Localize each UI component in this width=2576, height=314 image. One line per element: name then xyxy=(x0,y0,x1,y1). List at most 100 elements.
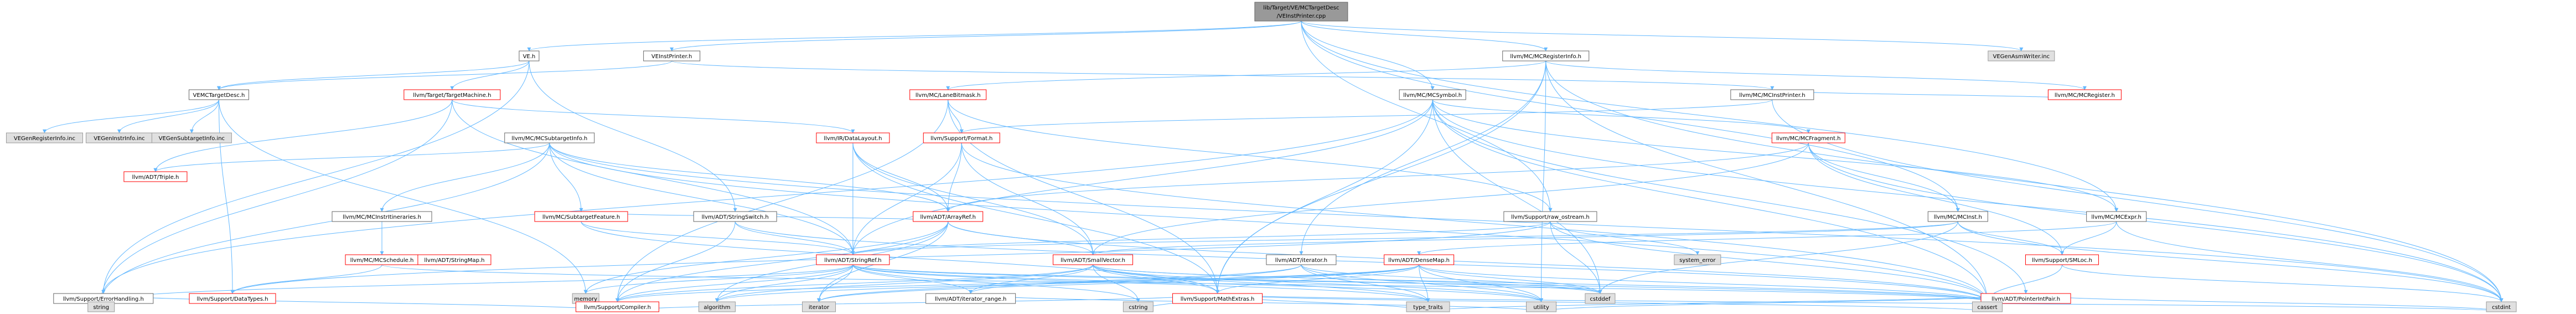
node-pointerintpair[interactable]: llvm/ADT/PointerIntPair.h xyxy=(1980,293,2071,304)
edge-densemap-to-mathextras xyxy=(1215,264,1420,294)
edge-errorhandling-to-compiler xyxy=(103,293,619,312)
edge-mcsubtargetinfo-to-arrayref xyxy=(549,142,950,212)
node-iterator_h[interactable]: llvm/ADT/iterator.h xyxy=(1266,254,1337,265)
node-label-string: string xyxy=(93,305,109,311)
node-smloc[interactable]: llvm/Support/SMLoc.h xyxy=(2025,254,2099,265)
node-box-triple xyxy=(123,171,188,182)
node-format[interactable]: llvm/Support/Format.h xyxy=(923,132,1000,143)
node-label-mcinstprinter: llvm/MC/MCInstPrinter.h xyxy=(1739,92,1805,99)
node-mcschedule[interactable]: llvm/MC/MCSchedule.h xyxy=(345,254,419,265)
node-triple[interactable]: llvm/ADT/Triple.h xyxy=(123,171,188,182)
node-compiler[interactable]: llvm/Support/Compiler.h xyxy=(575,301,659,312)
node-stringmap[interactable]: llvm/ADT/StringMap.h xyxy=(417,254,492,265)
node-mcregisterinfo[interactable]: llvm/MC/MCRegisterInfo.h xyxy=(1502,50,1590,61)
node-datatypes[interactable]: llvm/Support/DataTypes.h xyxy=(189,293,276,304)
edge-datalayout-to-arrayref xyxy=(852,142,950,212)
node-box-iterator xyxy=(802,301,836,312)
node-label-pointerintpair: llvm/ADT/PointerIntPair.h xyxy=(1992,296,2060,302)
edge-mcsubtargetfeature-to-stringref xyxy=(581,221,855,255)
node-label-mcsubtargetfeature: llvm/MC/SubtargetFeature.h xyxy=(542,214,620,220)
node-stringswitch[interactable]: llvm/ADT/StringSwitch.h xyxy=(693,211,777,222)
edge-smallvector-to-iterator_range xyxy=(969,264,1094,294)
edge-arrayref-to-compiler xyxy=(615,221,949,302)
node-raw_ostream[interactable]: llvm/Support/raw_ostream.h xyxy=(1503,211,1597,222)
edge-mcfragment-to-smallvector xyxy=(1091,142,1809,255)
node-label-smloc: llvm/Support/SMLoc.h xyxy=(2032,258,2092,264)
edge-vemctargetdesc-to-vegenreginfo xyxy=(43,99,219,133)
node-label-ve_h: VE.h xyxy=(523,54,536,60)
edge-mcfragment-to-mcinst xyxy=(1808,142,1960,212)
edge-mcinstprinter-to-cstdint xyxy=(1772,99,2503,302)
node-densemap[interactable]: llvm/ADT/DenseMap.h xyxy=(1384,254,1455,265)
edge-mcregisterinfo-to-cstdint xyxy=(1545,60,2503,302)
node-datalayout[interactable]: llvm/IR/DataLayout.h xyxy=(816,132,890,143)
node-label-stringmap: llvm/ADT/StringMap.h xyxy=(424,258,484,264)
node-box-cstdint xyxy=(2486,301,2517,312)
node-veinstprinter_h[interactable]: VEInstPrinter.h xyxy=(643,50,701,61)
edge-mcsymbol-to-mcfragment xyxy=(1432,99,1811,133)
node-mathextras[interactable]: llvm/Support/MathExtras.h xyxy=(1172,293,1263,304)
edge-mcregisterinfo-to-utility xyxy=(1539,60,1546,302)
node-iterator_range[interactable]: llvm/ADT/iterator_range.h xyxy=(925,293,1016,304)
edge-mcinst-to-smloc xyxy=(1957,221,2064,255)
edge-smloc-to-cstdint xyxy=(2061,264,2503,302)
edge-format-to-smallvector xyxy=(961,142,1095,255)
edge-smallvector-to-type_traits xyxy=(1093,264,1430,302)
edge-mcexpr-to-smloc xyxy=(2060,221,2117,255)
node-mcinstrit[interactable]: llvm/MC/MCInstrItineraries.h xyxy=(332,211,432,222)
node-box-root xyxy=(1254,2,1348,22)
node-mcinstprinter[interactable]: llvm/MC/MCInstPrinter.h xyxy=(1730,89,1814,100)
node-mcsubtargetfeature[interactable]: llvm/MC/SubtargetFeature.h xyxy=(534,211,628,222)
node-label-vegenreginfo: VEGenRegisterInfo.inc xyxy=(14,136,75,142)
node-box-veinstprinter_h xyxy=(643,50,701,61)
node-box-datalayout xyxy=(816,132,890,143)
node-vemctargetdesc[interactable]: VEMCTargetDesc.h xyxy=(188,89,249,100)
node-lanebitmask[interactable]: llvm/MC/LaneBitmask.h xyxy=(909,89,987,100)
edge-mcsubtargetinfo-to-triple xyxy=(153,142,550,172)
edge-root-to-mcsymbol xyxy=(1301,20,1435,90)
node-label-mcregisterinfo: llvm/MC/MCRegisterInfo.h xyxy=(1510,54,1581,60)
edge-root-to-vegenasmwriter xyxy=(1301,20,2024,52)
node-mcfragment[interactable]: llvm/MC/MCFragment.h xyxy=(1771,132,1845,143)
node-ve_h[interactable]: VE.h xyxy=(519,50,540,61)
edge-stringswitch-to-compiler xyxy=(615,221,736,302)
edge-stringref-to-memory xyxy=(583,264,854,294)
node-stringref[interactable]: llvm/ADT/StringRef.h xyxy=(816,254,890,265)
node-iterator: iterator xyxy=(802,301,836,312)
node-label-cstring: cstring xyxy=(1129,305,1147,311)
node-mcexpr[interactable]: llvm/MC/MCExpr.h xyxy=(2086,211,2147,222)
node-box-mcsubtargetinfo xyxy=(504,132,595,143)
edge-arrayref-to-cassert xyxy=(948,221,1989,302)
node-label-errorhandling: llvm/Support/ErrorHandling.h xyxy=(63,296,144,302)
node-label-vegeninstrinfo: VEGenInstrInfo.inc xyxy=(94,136,144,142)
node-mcsubtargetinfo[interactable]: llvm/MC/MCSubtargetInfo.h xyxy=(504,132,595,143)
edge-mcsubtargetinfo-to-cstdint xyxy=(549,142,2503,302)
node-arrayref[interactable]: llvm/ADT/ArrayRef.h xyxy=(913,211,984,222)
node-mcinst[interactable]: llvm/MC/MCInst.h xyxy=(1927,211,1988,222)
node-label-mcschedule: llvm/MC/MCSchedule.h xyxy=(350,258,414,264)
node-box-mcexpr xyxy=(2086,211,2147,222)
node-box-mcinstrit xyxy=(332,211,432,222)
node-smallvector[interactable]: llvm/ADT/SmallVector.h xyxy=(1053,254,1134,265)
edge-stringref-to-cstring xyxy=(852,264,1140,302)
node-mcsymbol[interactable]: llvm/MC/MCSymbol.h xyxy=(1399,89,1466,100)
node-targetmachine[interactable]: llvm/Target/TargetMachine.h xyxy=(404,89,501,100)
edge-stringswitch-to-cassert xyxy=(734,221,1989,302)
edge-ve_h-to-errorhandling xyxy=(101,60,530,294)
node-box-cassert xyxy=(1972,301,2003,312)
node-label-datatypes: llvm/Support/DataTypes.h xyxy=(196,296,268,302)
node-label-lanebitmask: llvm/MC/LaneBitmask.h xyxy=(915,92,981,99)
node-label-mcsubtargetinfo: llvm/MC/MCSubtargetInfo.h xyxy=(511,136,587,142)
edge-densemap-to-type_traits xyxy=(1419,264,1430,302)
edge-format-to-cassert xyxy=(961,142,1989,302)
node-box-stringmap xyxy=(417,254,492,265)
node-string: string xyxy=(87,301,115,312)
edge-root-to-mcexpr xyxy=(1301,20,2119,212)
node-label-stringref: llvm/ADT/StringRef.h xyxy=(824,258,881,264)
node-mcregister[interactable]: llvm/MC/MCRegister.h xyxy=(2047,89,2122,100)
edge-mcregisterinfo-to-mcregister xyxy=(1545,60,2087,90)
edge-mcinstprinter-to-format xyxy=(960,99,1773,133)
edge-mathextras-to-cstdint xyxy=(1217,293,2503,312)
node-box-mcinstprinter xyxy=(1730,89,1814,100)
